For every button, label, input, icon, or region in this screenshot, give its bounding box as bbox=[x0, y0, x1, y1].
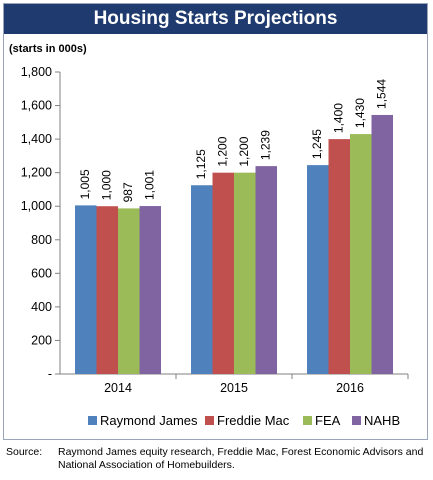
y-tick-label: 1,600 bbox=[21, 99, 52, 113]
bar bbox=[191, 185, 213, 374]
bar bbox=[96, 206, 118, 374]
legend-label: Freddie Mac bbox=[217, 413, 290, 428]
source-text: Raymond James equity research, Freddie M… bbox=[58, 446, 424, 471]
legend-label: NAHB bbox=[364, 413, 400, 428]
data-label: 1,239 bbox=[258, 130, 272, 160]
x-tick-label: 2015 bbox=[220, 381, 248, 395]
chart-title: Housing Starts Projections bbox=[4, 4, 427, 34]
y-tick-label: 800 bbox=[31, 233, 52, 247]
y-tick-label: 1,400 bbox=[21, 132, 52, 146]
y-tick-label: 1,000 bbox=[21, 199, 52, 213]
data-label: 987 bbox=[121, 182, 135, 202]
y-axis-unit-label: (starts in 000s) bbox=[9, 43, 87, 55]
bar bbox=[139, 206, 161, 374]
bar bbox=[75, 205, 97, 374]
data-label: 1,001 bbox=[142, 170, 156, 200]
legend-swatch bbox=[303, 416, 312, 425]
data-label: 1,400 bbox=[331, 103, 345, 133]
source-label: Source: bbox=[6, 446, 43, 458]
bar bbox=[234, 172, 256, 374]
bar-chart: - 200 400 600 800 1,000 1,200 1,400 1,600 1,800 20… bbox=[21, 65, 409, 428]
bar bbox=[212, 172, 234, 374]
legend-label: Raymond James bbox=[100, 413, 198, 428]
y-tick-label: - bbox=[48, 367, 52, 381]
bar bbox=[255, 166, 277, 374]
y-tick-label: 200 bbox=[31, 333, 52, 347]
chart-frame: Housing Starts Projections (starts in 00… bbox=[3, 3, 428, 440]
x-tick-label: 2014 bbox=[104, 381, 132, 395]
legend-label: FEA bbox=[315, 413, 341, 428]
legend-swatch bbox=[88, 416, 97, 425]
data-label: 1,544 bbox=[374, 79, 388, 109]
bar bbox=[118, 208, 140, 374]
data-label: 1,245 bbox=[310, 129, 324, 159]
x-tick-label: 2016 bbox=[336, 381, 364, 395]
legend-swatch bbox=[205, 416, 214, 425]
data-label: 1,005 bbox=[78, 169, 92, 199]
y-tick-label: 400 bbox=[31, 300, 52, 314]
y-tick-label: 600 bbox=[31, 266, 52, 280]
data-label: 1,200 bbox=[237, 136, 251, 166]
data-label: 1,200 bbox=[215, 136, 229, 166]
data-label: 1,125 bbox=[194, 149, 208, 179]
y-tick-label: 1,800 bbox=[21, 65, 52, 79]
bar bbox=[307, 165, 329, 374]
bar bbox=[371, 114, 393, 374]
data-label: 1,430 bbox=[353, 98, 367, 128]
legend-swatch bbox=[352, 416, 361, 425]
bar bbox=[328, 139, 350, 374]
y-tick-label: 1,200 bbox=[21, 166, 52, 180]
bar bbox=[350, 134, 372, 374]
data-label: 1,000 bbox=[99, 170, 113, 200]
